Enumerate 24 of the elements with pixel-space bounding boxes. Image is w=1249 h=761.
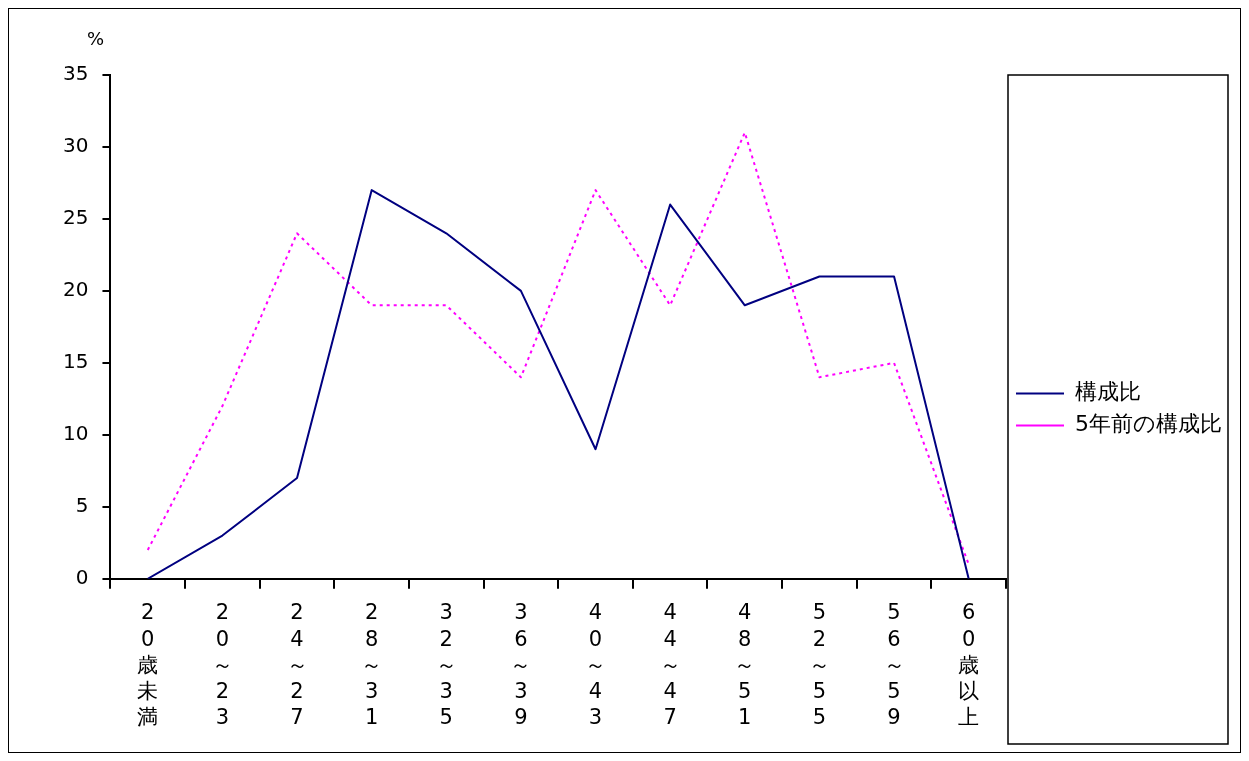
y-tick-label: 0 — [75, 564, 89, 589]
x-tick-label: 52～55 — [808, 600, 830, 730]
x-tick-label: 56～59 — [883, 600, 905, 730]
legend-label: 5年前の構成比 — [1075, 411, 1222, 437]
x-tick-label: 28～31 — [361, 600, 383, 730]
x-tick-label: 48～51 — [734, 600, 756, 730]
y-tick-label: 5 — [75, 492, 89, 517]
y-tick-label: 10 — [63, 421, 89, 446]
x-tick-label: 44～47 — [659, 600, 681, 730]
x-tick-label: 60歳以上 — [958, 600, 980, 730]
y-tick-label: 25 — [63, 205, 89, 230]
line-series — [146, 131, 970, 566]
x-tick-label: 36～39 — [510, 600, 532, 730]
y-tick-label: 20 — [63, 277, 89, 302]
x-tick-label: 20～23 — [211, 600, 233, 730]
x-tick-label: 32～35 — [435, 600, 457, 730]
x-tick-label: 40～43 — [585, 600, 607, 730]
x-tick-label: 20歳未満 — [137, 600, 159, 730]
y-axis-title: % — [86, 27, 104, 49]
x-tick-label: 24～27 — [286, 600, 308, 730]
y-tick-label: 30 — [63, 133, 89, 158]
y-tick-label: 15 — [63, 349, 89, 374]
legend-label: 構成比 — [1075, 379, 1141, 405]
y-tick-label: 35 — [63, 61, 89, 86]
